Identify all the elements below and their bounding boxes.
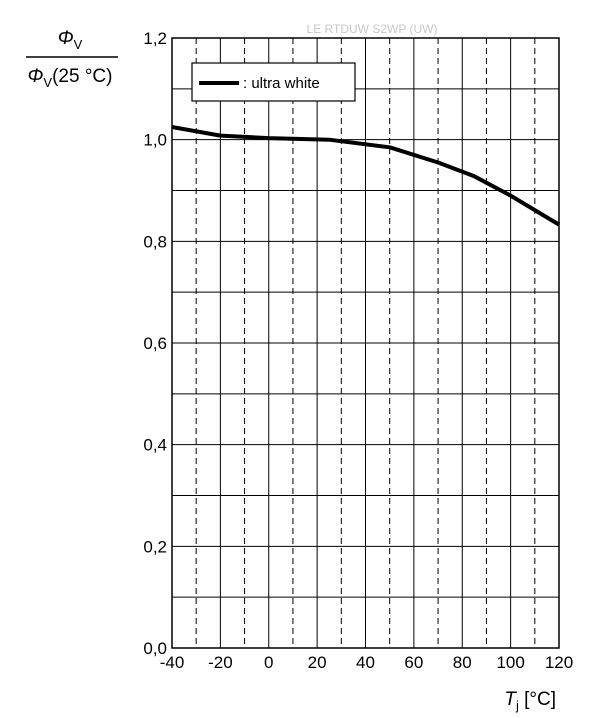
chart-frame — [171, 37, 560, 649]
x-tick-label: -40 — [160, 653, 185, 672]
x-tick-label: 40 — [356, 653, 375, 672]
x-tick-label: 0 — [264, 653, 273, 672]
y-tick-label: 1,2 — [143, 29, 167, 48]
x-tick-label: 100 — [496, 653, 524, 672]
y-axis-label: ΦV ΦV(25 °C) — [26, 28, 118, 90]
y-axis-label-numerator: ΦV — [58, 28, 83, 52]
chart-series-group — [171, 125, 561, 227]
chart-legend: : ultra white — [191, 62, 356, 102]
x-tick-label: 60 — [404, 653, 423, 672]
x-tick-label: 20 — [308, 653, 327, 672]
x-axis-label: Tj [°C] — [504, 689, 556, 713]
x-tick-label: -20 — [208, 653, 233, 672]
y-tick-label: 1,0 — [143, 131, 167, 150]
y-tick-label: 0,2 — [143, 537, 167, 556]
y-tick-label: 0,6 — [143, 334, 167, 353]
y-tick-label: 0,4 — [143, 436, 167, 455]
x-tick-label: 120 — [545, 653, 573, 672]
y-tick-label: 0,0 — [143, 639, 167, 658]
chart-grid — [171, 37, 560, 649]
chart-watermark-title: LE RTDUW S2WP (UW) — [307, 22, 438, 36]
chart-tick-labels: -40 -20 0 20 40 60 80 100 120 0,0 0,2 0,4 0,6 0,8 1,0 1… — [143, 29, 573, 672]
x-axis-label-text: Tj [°C] — [504, 689, 556, 713]
plot-area-border — [171, 37, 560, 649]
y-tick-label: 0,8 — [143, 232, 167, 251]
y-axis-label-denominator: ΦV(25 °C) — [28, 66, 113, 90]
series-line-ultra-white — [171, 125, 561, 227]
legend-label-ultra-white: : ultra white — [243, 75, 320, 92]
x-tick-label: 80 — [453, 653, 472, 672]
